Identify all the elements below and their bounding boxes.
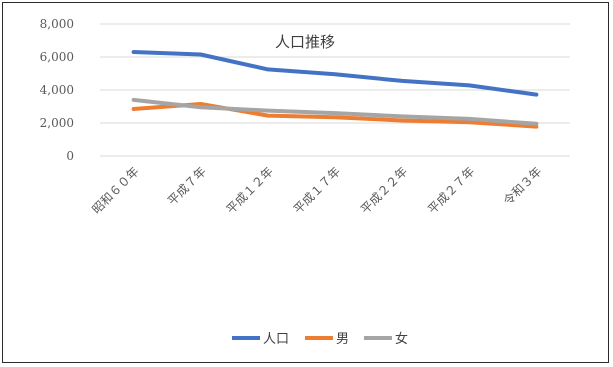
y-tick-label: 0 [66,149,74,163]
chart-frame [2,2,609,363]
legend-label: 人口 [263,332,289,347]
y-tick-label: 2,000 [40,116,74,130]
x-tick-label: 平成７年 [165,164,209,208]
x-tick-label: 昭和６０年 [89,164,141,216]
legend-label: 女 [395,331,408,347]
legend-label: 男 [336,332,349,347]
chart-title: 人口推移 [275,33,335,51]
y-tick-label: 6,000 [40,50,74,64]
y-tick-label: 8,000 [40,17,74,31]
x-tick-label: 平成２２年 [358,164,410,216]
x-axis-ticks: 昭和６０年 平成７年 平成１２年 平成１７年 平成２２年 平成２７年 令和３年 [89,164,544,217]
y-axis-ticks: 0 2,000 4,000 6,000 8,000 [40,17,74,163]
series-line-人口 [131,50,539,97]
series-lines [131,50,539,129]
x-tick-label: 平成１２年 [224,164,276,216]
x-tick-label: 平成２７年 [425,164,477,216]
x-tick-label: 令和３年 [500,164,545,209]
x-tick-label: 平成１７年 [291,164,343,216]
legend: 人口 男 女 [232,331,408,347]
y-tick-label: 4,000 [40,83,74,97]
